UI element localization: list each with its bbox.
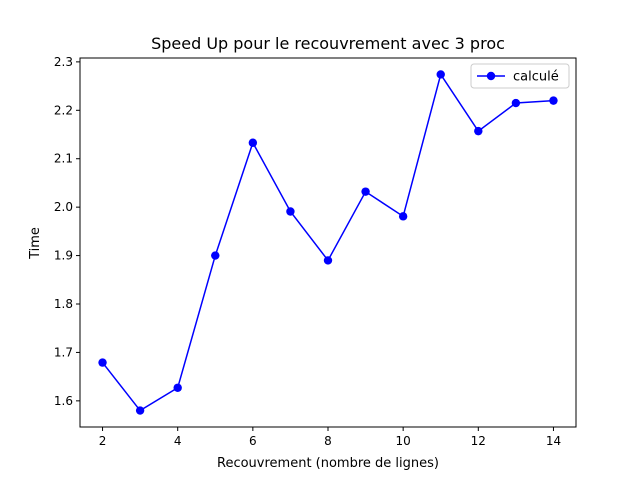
y-tick-label: 2.2	[54, 103, 73, 117]
x-tick-label: 8	[324, 434, 332, 448]
y-tick-label: 1.7	[54, 345, 73, 359]
data-point	[549, 96, 558, 105]
data-point	[361, 187, 370, 196]
y-tick-label: 1.8	[54, 297, 73, 311]
data-point	[323, 256, 333, 265]
y-tick-label: 2.0	[54, 200, 73, 214]
series-line	[101, 72, 554, 412]
x-tick-label: 2	[99, 434, 107, 448]
legend-label: calculé	[513, 70, 559, 85]
chart-title: Speed Up pour le recouvrement avec 3 pro…	[151, 34, 505, 53]
data-point	[173, 383, 182, 392]
data-point	[135, 406, 145, 415]
data-point	[398, 212, 408, 221]
legend-box	[470, 63, 570, 89]
data-point	[211, 251, 220, 260]
x-tick-label: 12	[471, 434, 486, 448]
data-point	[98, 358, 107, 367]
x-tick-label: 10	[396, 434, 411, 448]
data-point	[248, 138, 258, 147]
y-axis-label: Time	[28, 227, 43, 260]
plot-area: 2 4 6 8 10 12 14 1.6 1.7 1.8 1.9 2.0 2.1 2.2 2.3 calcul…	[54, 55, 577, 448]
y-tick-label: 2.1	[54, 152, 73, 166]
x-tick-label: 14	[546, 434, 561, 448]
data-point	[474, 126, 483, 136]
legend-marker	[486, 71, 496, 81]
data-point	[436, 70, 445, 79]
x-tick-label: 4	[174, 434, 182, 448]
x-axis-label: Recouvrement (nombre de lignes)	[217, 456, 439, 471]
y-tick-label: 2.3	[54, 55, 73, 69]
data-point	[511, 98, 521, 108]
y-tick-label: 1.9	[54, 249, 73, 263]
x-tick-label: 6	[249, 434, 257, 448]
y-tick-label: 1.6	[54, 394, 73, 408]
data-point	[286, 207, 295, 216]
